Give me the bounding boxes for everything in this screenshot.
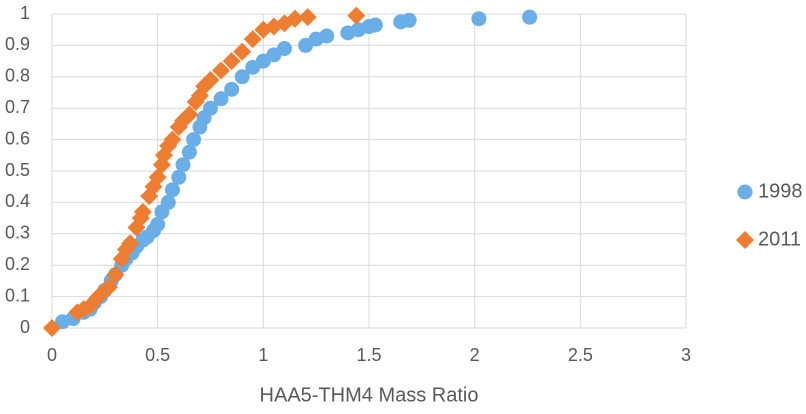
data-point — [163, 130, 182, 149]
data-point — [347, 6, 366, 25]
data-point — [112, 249, 131, 268]
data-point — [106, 265, 125, 284]
x-tick-label: 2 — [470, 345, 480, 365]
data-point — [234, 69, 250, 85]
data-point — [286, 9, 305, 28]
y-tick-label: 0.4 — [5, 191, 30, 211]
data-point — [133, 202, 152, 221]
y-tick-label: 0.3 — [5, 223, 30, 243]
data-point — [401, 12, 417, 28]
x-tick-label: 2.5 — [568, 345, 593, 365]
data-point — [201, 70, 220, 89]
x-axis-title: HAA5-THM4 Mass Ratio — [260, 384, 479, 406]
data-point — [522, 9, 538, 25]
legend-marker — [736, 231, 754, 249]
y-tick-label: 0.7 — [5, 97, 30, 117]
x-tick-label: 1 — [258, 345, 268, 365]
legend-label: 1998 — [758, 180, 803, 202]
data-point — [181, 144, 197, 160]
data-point — [180, 105, 199, 124]
y-tick-label: 0 — [20, 317, 30, 337]
data-point — [121, 234, 140, 253]
y-tick-label: 0.5 — [5, 160, 30, 180]
data-point — [319, 28, 335, 44]
data-point — [150, 216, 166, 232]
data-point — [213, 91, 229, 107]
data-point — [175, 157, 191, 173]
data-point — [298, 8, 317, 27]
data-point — [203, 100, 218, 116]
data-point — [243, 30, 262, 49]
y-tick-label: 0.1 — [5, 285, 30, 305]
data-point — [367, 17, 383, 33]
y-tick-label: 0.2 — [5, 254, 30, 274]
data-point — [233, 42, 252, 61]
data-point — [222, 52, 241, 71]
y-tick-label: 0.8 — [5, 66, 30, 86]
y-tick-label: 1 — [20, 3, 30, 23]
data-point — [100, 278, 119, 297]
x-tick-label: 3 — [681, 345, 691, 365]
x-tick-label: 1.5 — [356, 345, 381, 365]
data-point — [212, 61, 231, 80]
x-tick-label: 0.5 — [145, 345, 170, 365]
legend-marker — [737, 184, 753, 200]
y-tick-label: 0.6 — [5, 128, 30, 148]
data-point — [164, 182, 180, 198]
data-point — [171, 169, 187, 185]
y-tick-label: 0.9 — [5, 34, 30, 54]
data-point — [160, 194, 176, 210]
legend-label: 2011 — [758, 228, 801, 250]
data-point — [186, 132, 202, 148]
data-point — [43, 319, 61, 337]
data-point — [471, 11, 487, 27]
x-tick-label: 0 — [47, 345, 57, 365]
data-point — [276, 41, 292, 57]
data-point — [224, 81, 240, 97]
